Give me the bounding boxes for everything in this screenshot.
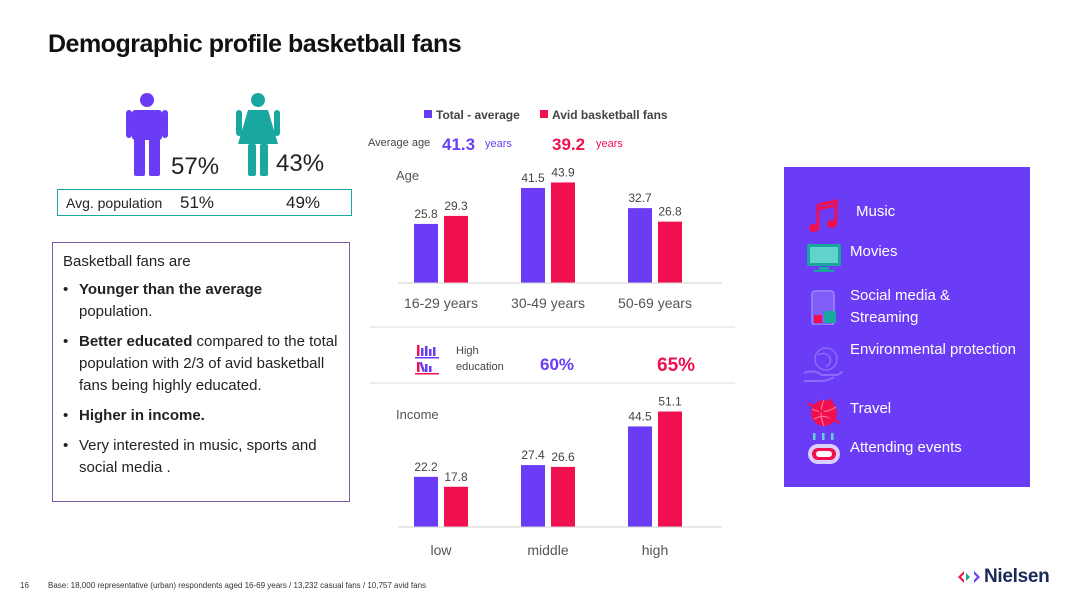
average-age-total: 41.3: [442, 135, 475, 154]
bar-total: [521, 187, 545, 283]
education-total: 60%: [540, 355, 574, 374]
bar-total: [414, 476, 438, 527]
bar-avid: [658, 411, 682, 527]
average-age-avid-unit: years: [596, 138, 623, 150]
bar-total: [414, 223, 438, 283]
interest-item: Travel: [784, 393, 1030, 433]
income-chart: 22.2 17.8 low 27.4 26.6 middle 44.5 51.1 high: [398, 395, 722, 558]
summary-box: Basketball fans are Younger than the ave…: [52, 242, 350, 502]
summary-heading: Basketball fans are: [63, 253, 191, 270]
bar-avid: [551, 466, 575, 527]
bar-avid: [551, 182, 575, 283]
bar-avid: [444, 215, 468, 283]
interests-panel: Music Movies Social media & Streaming En…: [784, 167, 1030, 487]
bar-value-label: 25.8: [414, 207, 438, 221]
summary-bullet: Higher in income.: [63, 405, 339, 427]
bar-total: [521, 465, 545, 527]
footnote: Base: 18,000 representative (urban) resp…: [48, 581, 427, 590]
interest-label: Environmental protection: [850, 341, 1016, 358]
category-label: 16-29 years: [404, 295, 478, 311]
average-age-total-unit: years: [485, 138, 512, 150]
bullet-bold: Younger than the average: [79, 281, 263, 298]
interest-label: Music: [856, 203, 896, 220]
bar-avid: [444, 486, 468, 527]
environment-icon: [803, 347, 843, 382]
bar-value-label: 26.6: [551, 450, 575, 464]
avg-population-male: 51%: [180, 193, 215, 212]
bar-value-label: 44.5: [628, 409, 652, 423]
interest-label: Travel: [850, 400, 892, 417]
income-chart-title: Income: [396, 407, 439, 422]
education-avid: 65%: [657, 355, 695, 376]
category-label: 30-49 years: [511, 295, 585, 311]
interest-item: Attending events: [784, 433, 1030, 473]
charts-area: Total - average Avid basketball fans Ave…: [368, 108, 735, 558]
age-chart-title: Age: [396, 168, 419, 183]
bullet-bold: Better educated: [79, 333, 193, 350]
bar-total: [628, 426, 652, 527]
summary-bullet: Very interested in music, sports and soc…: [63, 435, 339, 479]
interest-label: Movies: [850, 243, 898, 260]
summary-bullet: Younger than the average population.: [63, 279, 339, 323]
bullet-text: compared to the total population with 2/…: [79, 333, 338, 394]
bar-total: [628, 208, 652, 283]
movies-icon: [807, 244, 841, 272]
bar-value-label: 22.2: [414, 460, 438, 474]
music-icon: [809, 199, 838, 232]
bar-value-label: 51.1: [658, 395, 682, 409]
bar-value-label: 17.8: [444, 470, 468, 484]
bar-value-label: 32.7: [628, 191, 652, 205]
bar-value-label: 43.9: [551, 165, 575, 179]
legend-label-avid: Avid basketball fans: [552, 108, 668, 122]
bar-value-label: 29.3: [444, 199, 468, 213]
category-label: middle: [527, 542, 568, 558]
nielsen-logo-icon: [958, 571, 980, 583]
interest-item: Social media & Streaming: [784, 285, 1030, 333]
bar-value-label: 41.5: [521, 171, 545, 185]
bullet-text: Very interested in music, sports and soc…: [79, 437, 317, 476]
female-percentage: 43%: [276, 150, 325, 177]
female-icon: [236, 93, 280, 176]
nielsen-logo-text: Nielsen: [984, 566, 1050, 587]
average-age-label: Average age: [368, 137, 430, 149]
avg-population-female: 49%: [286, 193, 321, 212]
average-age-avid: 39.2: [552, 135, 585, 154]
avg-population-label: Avg. population: [66, 195, 163, 211]
category-label: high: [642, 542, 668, 558]
education-label-line2: education: [456, 361, 504, 373]
legend-swatch-avid: [540, 110, 548, 118]
page-number: 16: [20, 581, 29, 590]
bar-value-label: 27.4: [521, 448, 545, 462]
events-icon: [808, 433, 840, 464]
education-label-line1: High: [456, 345, 479, 357]
legend-swatch-total: [424, 110, 432, 118]
category-label: low: [430, 542, 452, 558]
interest-label: Social media & Streaming: [850, 287, 951, 326]
interest-item: Music: [784, 197, 1030, 237]
bullet-bold: Higher in income.: [79, 407, 205, 424]
bar-value-label: 26.8: [658, 205, 682, 219]
education-icon: [415, 345, 439, 375]
summary-bullet: Better educated compared to the total po…: [63, 331, 339, 397]
interest-item: Environmental protection: [784, 339, 1030, 387]
nielsen-logo: Nielsen: [956, 566, 1056, 588]
travel-icon: [807, 398, 841, 427]
male-icon: [126, 93, 168, 176]
social-media-icon: [811, 290, 836, 325]
interest-item: Movies: [784, 237, 1030, 277]
category-label: 50-69 years: [618, 295, 692, 311]
bullet-text: population.: [79, 303, 153, 320]
age-chart: 25.8 29.3 16-29 years 41.5 43.9 30-49 years 32…: [398, 165, 722, 311]
page-title: Demographic profile basketball fans: [48, 30, 462, 58]
interest-label: Attending events: [850, 439, 962, 456]
bar-avid: [658, 221, 682, 283]
male-percentage: 57%: [171, 153, 220, 180]
avg-population-box: Avg. population 51% 49%: [57, 189, 352, 216]
legend-label-total: Total - average: [436, 108, 520, 122]
